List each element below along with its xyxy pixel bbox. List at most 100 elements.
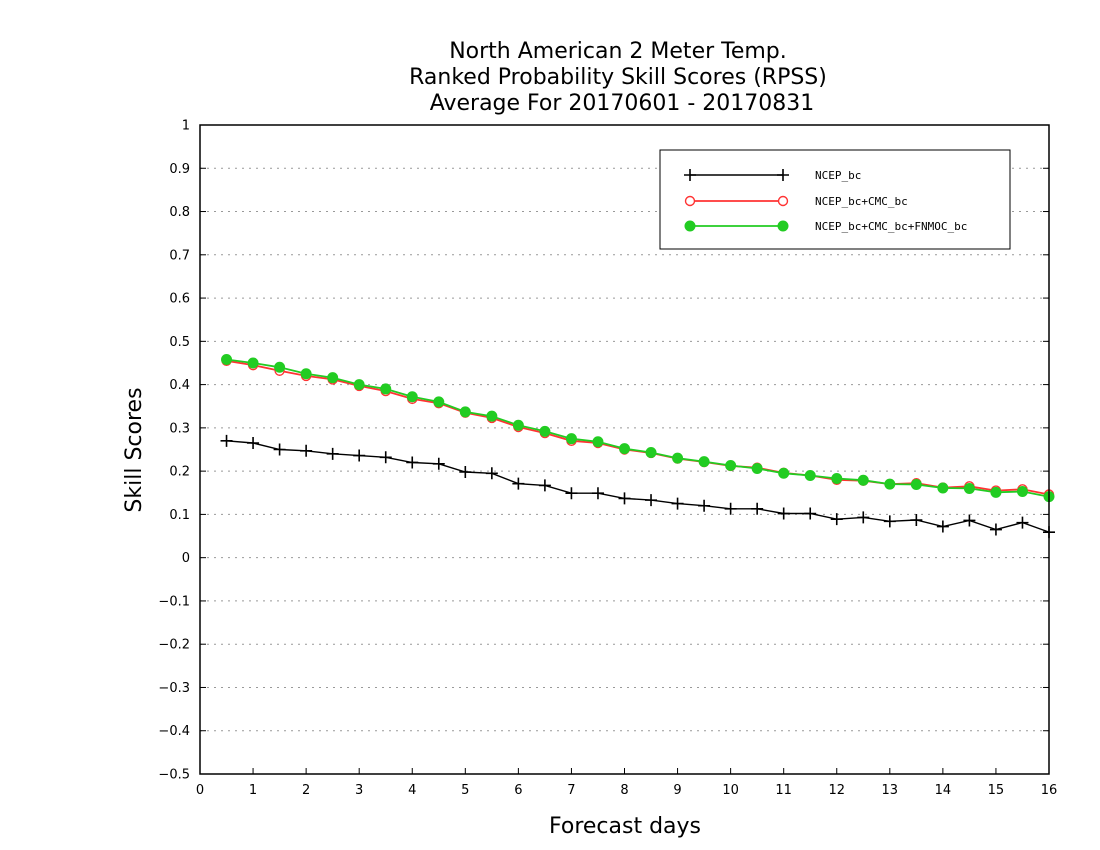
data-point-ncep-bc	[883, 515, 896, 528]
data-point-ncep-bc-cmc-bc-fnmoc-bc	[778, 467, 790, 479]
data-point-ncep-bc	[963, 514, 976, 527]
data-point-ncep-bc	[353, 449, 366, 462]
data-point-ncep-bc	[830, 513, 843, 526]
series-layer	[220, 354, 1055, 539]
data-point-ncep-bc	[618, 492, 631, 505]
data-point-ncep-bc-cmc-bc-fnmoc-bc	[327, 372, 339, 384]
y-tick-label: 0.9	[169, 162, 190, 177]
data-point-ncep-bc	[300, 444, 313, 457]
data-point-ncep-bc-cmc-bc-fnmoc-bc	[619, 443, 630, 455]
x-tick-label: 1	[249, 783, 257, 798]
data-point-ncep-bc	[406, 456, 419, 469]
chart-title-line-2: Ranked Probability Skill Scores (RPSS)	[409, 65, 827, 90]
data-point-ncep-bc	[485, 467, 498, 480]
data-point-ncep-bc	[936, 520, 949, 533]
x-axis-label: Forecast days	[549, 814, 701, 839]
y-tick-label: −0.4	[158, 724, 190, 739]
data-point-ncep-bc-cmc-bc-fnmoc-bc	[990, 486, 1002, 498]
y-tick-label: −0.3	[158, 681, 190, 696]
data-point-ncep-bc-cmc-bc-fnmoc-bc	[459, 406, 471, 418]
data-point-ncep-bc	[1016, 516, 1029, 529]
data-point-ncep-bc	[910, 514, 923, 527]
plot-frame	[199, 124, 1050, 775]
legend-marker	[777, 169, 789, 181]
x-tick-label: 9	[673, 783, 681, 798]
data-point-ncep-bc	[777, 507, 790, 520]
y-tick-label: 0.6	[169, 292, 190, 307]
x-tick-label: 4	[408, 783, 416, 798]
chart-title-line-1: North American 2 Meter Temp.	[449, 39, 787, 64]
x-tick-label: 16	[1041, 783, 1058, 798]
legend-marker	[684, 169, 696, 181]
data-point-ncep-bc-cmc-bc-fnmoc-bc	[247, 357, 259, 369]
data-point-ncep-bc-cmc-bc-fnmoc-bc	[672, 452, 684, 464]
data-point-ncep-bc	[671, 497, 684, 510]
data-point-ncep-bc-cmc-bc-fnmoc-bc	[884, 478, 896, 490]
x-tick-label: 12	[828, 783, 845, 798]
x-tick-label: 14	[935, 783, 952, 798]
data-point-ncep-bc	[512, 477, 525, 490]
y-tick-label: 0.1	[169, 508, 190, 523]
data-point-ncep-bc-cmc-bc-fnmoc-bc	[698, 456, 710, 468]
data-point-ncep-bc	[432, 457, 445, 470]
x-tick-label: 8	[620, 783, 628, 798]
data-point-ncep-bc	[565, 487, 578, 500]
data-point-ncep-bc-cmc-bc-fnmoc-bc	[592, 436, 604, 448]
data-point-ncep-bc	[459, 465, 472, 478]
data-point-ncep-bc	[857, 511, 870, 524]
x-tick-label: 7	[567, 783, 575, 798]
data-point-ncep-bc-cmc-bc-fnmoc-bc	[1016, 485, 1028, 497]
x-tick-label: 6	[514, 783, 522, 798]
data-point-ncep-bc-cmc-bc-fnmoc-bc	[963, 482, 975, 494]
y-axis-label: Skill Scores	[122, 387, 147, 512]
y-tick-label: 0	[182, 551, 190, 566]
data-point-ncep-bc	[804, 507, 817, 520]
legend-marker	[684, 220, 696, 232]
data-point-ncep-bc-cmc-bc-fnmoc-bc	[539, 425, 551, 437]
legend-marker	[777, 195, 789, 207]
series-ncep-bc	[220, 434, 1055, 539]
data-point-ncep-bc-cmc-bc-fnmoc-bc	[565, 433, 577, 445]
data-point-ncep-bc-cmc-bc-fnmoc-bc	[804, 469, 816, 481]
legend-marker	[777, 220, 789, 232]
chart-title-line-3: Average For 20170601 - 20170831	[430, 91, 815, 116]
data-point-ncep-bc	[326, 447, 339, 460]
legend-marker	[684, 195, 696, 207]
y-tick-label: 0.2	[169, 465, 190, 480]
data-point-ncep-bc-cmc-bc-fnmoc-bc	[380, 383, 392, 395]
y-tick-label: 1	[182, 119, 190, 134]
series-line-ncep-bc-cmc-bc-fnmoc-bc	[226, 358, 1050, 498]
data-point-ncep-bc-cmc-bc-fnmoc-bc	[512, 419, 524, 431]
x-tick-label: 10	[722, 783, 739, 798]
data-point-ncep-bc	[724, 502, 737, 515]
data-point-ncep-bc-cmc-bc-fnmoc-bc	[725, 460, 737, 472]
y-axis-ticks: −0.5 −0.4 −0.3 −0.2 −0.1 0 0.1 0.2 0.3 0.4 0.5 0.6 0…	[158, 119, 1049, 783]
data-point-ncep-bc	[247, 437, 260, 450]
data-point-ncep-bc-cmc-bc-fnmoc-bc	[857, 474, 869, 486]
series-ncep-bc-cmc-bc-fnmoc-bc	[221, 354, 1055, 503]
y-tick-label: 0.5	[169, 335, 190, 350]
data-point-ncep-bc	[989, 523, 1002, 536]
y-tick-label: 0.3	[169, 421, 190, 436]
x-tick-label: 2	[302, 783, 310, 798]
y-tick-label: 0.8	[169, 205, 190, 220]
y-tick-label: −0.1	[158, 594, 190, 609]
data-point-ncep-bc	[591, 487, 604, 500]
x-tick-label: 13	[882, 783, 899, 798]
x-tick-label: 15	[988, 783, 1005, 798]
data-point-ncep-bc-cmc-bc-fnmoc-bc	[433, 396, 445, 408]
data-point-ncep-bc	[273, 443, 286, 456]
legend-label-ncep-bc-cmc-bc-fnmoc-bc: NCEP_bc+CMC_bc+FNMOC_bc	[815, 220, 967, 233]
data-point-ncep-bc-cmc-bc-fnmoc-bc	[937, 482, 949, 494]
data-point-ncep-bc-cmc-bc-fnmoc-bc	[300, 368, 312, 380]
x-axis-ticks: 0 1 2 3 4 5 6 7 8 9 10 11 12 13 14 15 16	[196, 768, 1057, 798]
y-tick-label: 0.7	[169, 248, 190, 263]
data-point-ncep-bc	[751, 502, 764, 515]
x-tick-label: 3	[355, 783, 363, 798]
legend-label-ncep-bc-cmc-bc: NCEP_bc+CMC_bc	[815, 195, 908, 208]
data-point-ncep-bc-cmc-bc-fnmoc-bc	[274, 361, 286, 373]
legend-label-ncep-bc: NCEP_bc	[815, 169, 861, 182]
data-point-ncep-bc	[220, 434, 233, 447]
legend-entries: NCEP_bc NCEP_bc+CMC_bc NCEP_bc+CMC_bc+FNMO…	[684, 169, 967, 233]
